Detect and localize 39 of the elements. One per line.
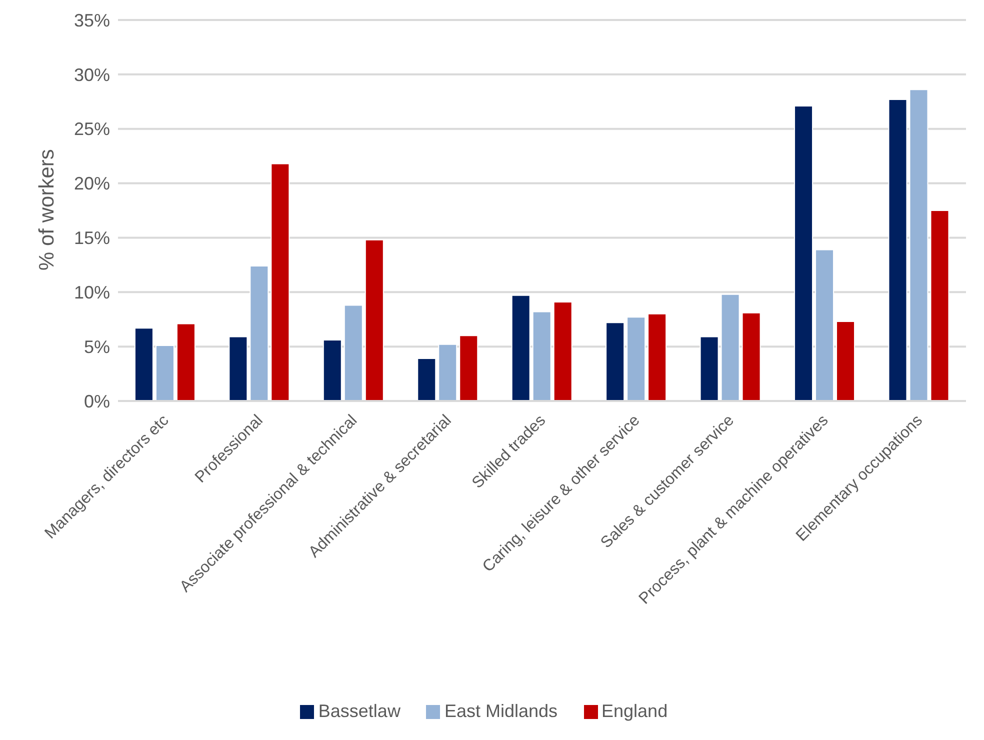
bar <box>553 301 572 401</box>
bar <box>364 239 384 401</box>
bar <box>742 312 761 401</box>
bar <box>888 98 908 401</box>
bar <box>459 335 478 401</box>
bar <box>720 294 740 401</box>
bar <box>930 210 950 401</box>
bar <box>322 340 342 401</box>
bar <box>909 89 928 401</box>
bar <box>511 294 530 401</box>
bar <box>270 163 290 401</box>
bar <box>700 336 719 401</box>
bar <box>228 336 248 401</box>
bar <box>438 344 458 401</box>
bar <box>836 321 856 401</box>
y-tick-label: 20% <box>74 174 110 194</box>
legend-label: East Midlands <box>444 701 558 721</box>
bar <box>176 323 196 401</box>
bar <box>794 105 814 401</box>
legend-label: Bassetlaw <box>318 701 400 721</box>
bar <box>344 304 363 401</box>
bar <box>815 249 834 401</box>
y-axis-title: % of workers <box>35 149 58 270</box>
y-tick-label: 5% <box>84 336 110 357</box>
bar <box>134 328 154 401</box>
bar <box>532 311 552 401</box>
legend-label: England <box>602 701 668 721</box>
y-tick-label: 25% <box>74 119 110 140</box>
bar <box>606 322 625 401</box>
bar <box>417 358 436 401</box>
bar <box>250 266 269 401</box>
y-tick-label: 35% <box>74 10 110 30</box>
y-tick-label: 10% <box>74 282 110 303</box>
y-tick-label: 30% <box>74 64 110 85</box>
bar <box>626 316 646 401</box>
bar <box>648 313 667 401</box>
y-tick-label: 0% <box>84 391 110 412</box>
y-tick-label: 15% <box>74 228 110 248</box>
bar <box>155 344 174 401</box>
